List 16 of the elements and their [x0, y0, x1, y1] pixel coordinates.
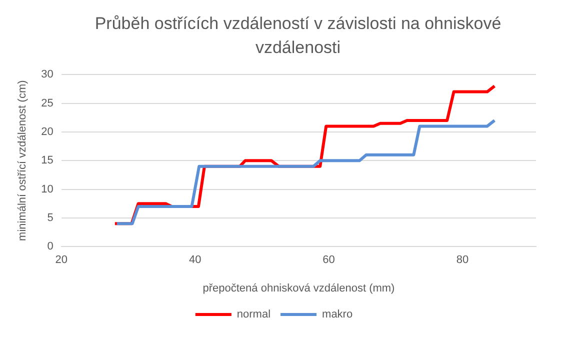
- y-tick-label: 30: [41, 68, 54, 81]
- y-tick-label: 15: [41, 154, 54, 167]
- y-tick-label: 5: [47, 212, 54, 224]
- y-axis-title: minimální ostřící vzdálenost (cm): [16, 80, 29, 241]
- legend-label: makro: [322, 308, 353, 321]
- legend-label: normal: [236, 308, 271, 321]
- chart-title: Průběh ostřících vzdáleností v závislosti na ohniskové vzdálenosti: [94, 13, 502, 59]
- x-tick-label: 20: [55, 254, 68, 266]
- x-tick-label: 60: [322, 254, 335, 266]
- x-tick-label: 80: [456, 254, 469, 266]
- y-tick-label: 20: [41, 126, 54, 138]
- y-tick-label: 25: [41, 97, 54, 110]
- y-tick-label: 0: [47, 240, 54, 253]
- x-tick-label: 40: [188, 254, 202, 266]
- y-tick-label: 10: [41, 183, 54, 196]
- x-axis-title: přepočtená ohnisková vzdálenost (mm): [202, 282, 395, 294]
